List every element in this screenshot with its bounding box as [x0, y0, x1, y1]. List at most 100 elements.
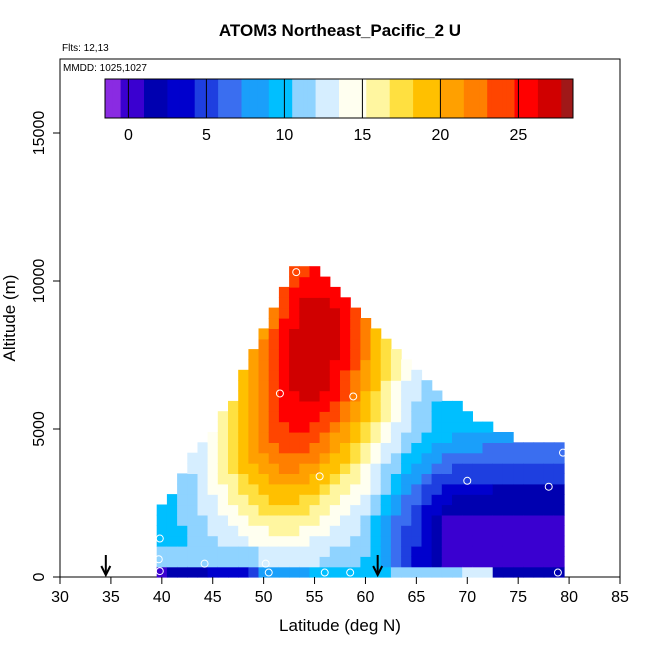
heatmap-cell — [340, 390, 351, 402]
colorbar-segment — [292, 79, 297, 118]
colorbar-segment — [518, 79, 523, 118]
heatmap-cell — [553, 452, 565, 464]
heatmap-cell — [452, 556, 463, 568]
heatmap-cell — [452, 525, 463, 537]
heatmap-cell — [390, 473, 402, 485]
heatmap-cell — [268, 432, 280, 443]
heatmap-cell — [319, 307, 331, 319]
heatmap-cell — [441, 504, 453, 516]
heatmap-cell — [340, 535, 351, 547]
heatmap-cell — [370, 473, 382, 485]
colorbar: 0 5 10 15 20 25 — [104, 78, 574, 144]
heatmap-cell — [370, 545, 382, 557]
heatmap-cell — [350, 514, 361, 526]
heatmap-cell — [401, 483, 412, 495]
heatmap-cell — [258, 380, 270, 392]
heatmap-cell — [411, 514, 423, 526]
heatmap-cell — [156, 566, 168, 578]
colorbar-segment — [237, 79, 242, 118]
colorbar-segment — [276, 79, 281, 118]
heatmap-cell — [360, 380, 372, 392]
heatmap-cell — [502, 463, 514, 474]
heatmap-cell — [319, 369, 331, 381]
heatmap-cell — [360, 421, 372, 433]
heatmap-cell — [248, 473, 260, 485]
colorbar-segment — [222, 79, 227, 118]
heatmap-cell — [278, 483, 290, 495]
heatmap-cell — [513, 463, 524, 474]
heatmap-cell — [533, 556, 545, 568]
heatmap-cell — [380, 338, 392, 350]
heatmap-cell — [309, 400, 321, 412]
heatmap-cell — [401, 432, 412, 443]
heatmap-cell — [482, 483, 494, 495]
x-tick-label: 60 — [357, 589, 375, 606]
y-tick-label: 5000 — [31, 411, 48, 447]
heatmap-cell — [278, 318, 290, 329]
heatmap-cell — [553, 494, 565, 506]
heatmap-cell — [370, 494, 382, 506]
heatmap-cell — [329, 494, 341, 506]
heatmap-cell — [177, 566, 188, 578]
heatmap-cell — [197, 463, 209, 474]
heatmap-cell — [329, 514, 341, 526]
heatmap-cell — [268, 566, 280, 578]
heatmap-cell — [268, 463, 280, 474]
heatmap-cell — [329, 442, 341, 454]
heatmap-cell — [492, 504, 504, 516]
heatmap-cell — [370, 432, 382, 443]
heatmap-cell — [258, 566, 270, 578]
heatmap-cell — [431, 535, 443, 547]
heatmap-cell — [452, 442, 463, 454]
observation-point — [320, 568, 329, 577]
heatmap-cell — [319, 442, 331, 454]
heatmap-cell — [278, 411, 290, 423]
heatmap-cell — [258, 463, 270, 474]
heatmap-cell — [299, 297, 311, 309]
heatmap-cell — [411, 504, 423, 516]
heatmap-cell — [472, 463, 484, 474]
heatmap-cell — [268, 525, 280, 537]
colorbar-segment — [401, 79, 406, 118]
colorbar-segment — [471, 79, 476, 118]
heatmap-cell — [411, 390, 423, 402]
latitude-arrow-head — [100, 565, 112, 578]
heatmap-cell — [431, 473, 443, 485]
heatmap-cell — [431, 483, 443, 495]
colorbar-segment — [183, 79, 188, 118]
heatmap-cell — [217, 442, 229, 454]
heatmap-cell — [411, 411, 423, 423]
heatmap-cell — [472, 442, 484, 454]
heatmap-cell — [299, 556, 311, 568]
heatmap-cell — [228, 514, 239, 526]
observation-point — [558, 448, 567, 457]
heatmap-cell — [370, 411, 382, 423]
heatmap-cell — [289, 276, 300, 288]
heatmap-cell — [177, 535, 188, 547]
colorbar-segment — [284, 79, 289, 118]
heatmap-cell — [502, 556, 514, 568]
heatmap-cell — [462, 463, 473, 474]
heatmap-cell — [278, 369, 290, 381]
heatmap-cell — [523, 442, 535, 454]
heatmap-cell — [421, 514, 433, 526]
heatmap-cell — [197, 556, 209, 568]
heatmap-cell — [299, 349, 311, 361]
heatmap-cell — [421, 494, 433, 506]
colorbar-segment — [553, 79, 558, 118]
colorbar-segment — [487, 79, 492, 118]
heatmap-cell — [248, 359, 260, 371]
heatmap-cell — [492, 556, 504, 568]
heatmap-cell — [360, 349, 372, 361]
colorbar-segment — [463, 79, 469, 118]
heatmap-cell — [299, 400, 311, 412]
colorbar-segment — [506, 79, 512, 118]
heatmap-cell — [401, 535, 412, 547]
colorbar-segment — [331, 79, 336, 118]
heatmap-cell — [553, 556, 565, 568]
heatmap-cell — [390, 390, 402, 402]
heatmap-cell — [513, 545, 524, 557]
heatmap-cell — [238, 390, 249, 402]
heatmap-cell — [228, 463, 239, 474]
heatmap-cell — [390, 494, 402, 506]
